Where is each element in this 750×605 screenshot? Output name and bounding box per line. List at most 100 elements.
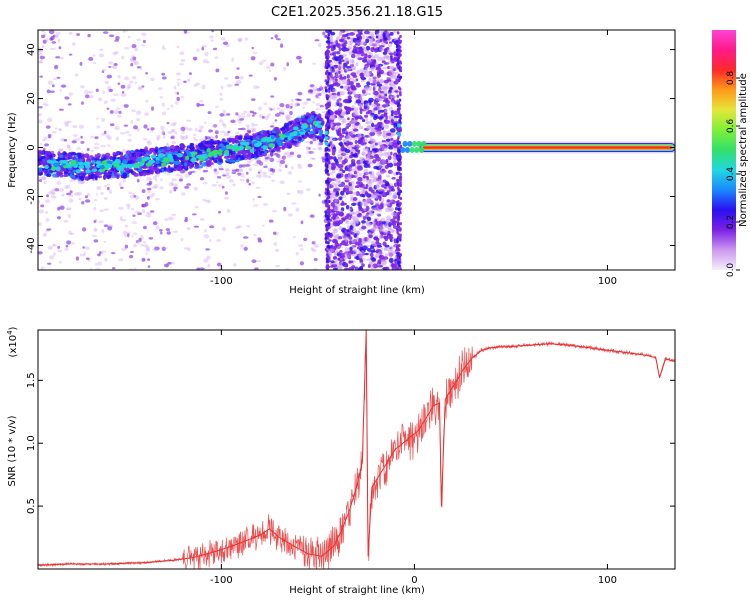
spectrogram-speckle	[163, 263, 169, 268]
spectrogram-noise-column	[388, 257, 394, 263]
spectrogram-speckle	[221, 226, 227, 232]
spectrogram-speckle	[42, 232, 48, 237]
spectrogram-noise-column	[378, 196, 382, 202]
spectrogram-ridge-band	[113, 172, 118, 177]
spectrogram-noise-column	[329, 136, 334, 139]
spectrogram-speckle	[254, 267, 259, 270]
spectrogram-speckle	[168, 189, 173, 194]
spectrogram-speckle	[145, 213, 152, 218]
spectrogram-ridge-band	[256, 148, 261, 153]
spectrogram-noise-column	[362, 68, 368, 73]
spectrogram-speckle	[93, 227, 97, 232]
spectrogram-ridge-peak	[46, 159, 52, 164]
spectrogram-speckle	[58, 108, 64, 111]
spectrogram-speckle	[204, 135, 208, 141]
spectrogram-column-edge	[327, 232, 331, 236]
spectrogram-speckle	[279, 111, 282, 115]
spectrogram-noise-column	[391, 229, 397, 233]
spectrogram-speckle	[106, 107, 110, 110]
spectrogram-speckle	[74, 73, 79, 77]
spectrogram-speckle	[202, 182, 208, 185]
spectrogram-speckle	[94, 267, 101, 270]
snr-y-multiplier-base: (x10	[8, 335, 19, 358]
spectrogram-speckle	[256, 85, 260, 89]
spectrogram-speckle	[101, 132, 105, 136]
spectrogram-speckle	[237, 127, 242, 131]
spectrogram-ridge-band	[312, 133, 316, 137]
spectrogram-noise-column	[366, 81, 371, 86]
spectrogram-speckle	[41, 45, 45, 49]
spectrogram-speckle	[252, 112, 257, 115]
spectrogram-noise-column	[361, 89, 366, 94]
spectrogram-ridge-peak	[95, 160, 102, 165]
spectrogram-noise-column	[361, 222, 365, 227]
spectrogram-noise-column	[378, 116, 384, 119]
spectrogram-speckle	[130, 208, 135, 211]
spectrogram-speckle	[244, 37, 249, 41]
spectrogram-noise-column	[356, 230, 361, 236]
spectrogram-column-edge	[327, 46, 330, 50]
spectrogram-noise-column	[349, 246, 353, 251]
spectrogram-ridge-band	[223, 155, 230, 159]
spectrogram-speckle	[59, 188, 64, 192]
spectrogram-ridge-peak	[307, 118, 313, 123]
spectrogram-speckle	[170, 104, 174, 108]
spectrogram-speckle	[221, 185, 225, 189]
spectrogram-column-edge	[399, 60, 402, 64]
spectrogram-speckle	[97, 97, 103, 102]
spectrogram-speckle	[171, 129, 175, 133]
spectrogram-speckle	[215, 134, 218, 139]
spectrogram-ridge-band	[214, 140, 218, 143]
spectrogram-speckle	[270, 95, 275, 98]
spectrogram-noise-column	[350, 215, 355, 220]
spectrogram-speckle	[131, 44, 137, 49]
spectrogram-speckle	[267, 175, 272, 179]
spectrogram-ridge-peak	[299, 131, 305, 136]
spectrogram-speckle	[143, 244, 149, 248]
spectrogram-column-edge	[325, 224, 328, 228]
spectrogram-noise-column	[348, 266, 355, 270]
spectrogram-ridge-peak	[75, 169, 82, 174]
spectrogram-speckle	[146, 182, 152, 186]
spectrogram-speckle	[193, 136, 197, 140]
spectrogram-speckle	[240, 127, 246, 131]
spectrogram-noise-column	[365, 183, 369, 189]
spectrogram-noise-column	[383, 247, 387, 250]
spectrogram-noise-column	[382, 129, 386, 134]
spectrogram-column-edge	[325, 106, 329, 110]
spectrogram-ridge-band	[142, 165, 147, 170]
spectrogram-noise-column	[387, 43, 392, 47]
spectrogram-speckle	[196, 102, 200, 107]
spectrogram-ridge-peak	[101, 160, 107, 166]
spectrogram-speckle	[141, 189, 146, 194]
spectrogram-noise-column	[344, 215, 349, 220]
spectrogram-speckle	[193, 225, 200, 228]
spectrogram-noise-column	[357, 150, 360, 155]
spectrogram-speckle	[251, 129, 255, 133]
spectrogram-ridge-band	[177, 150, 181, 154]
spectrogram-speckle	[226, 208, 231, 213]
spectrogram-noise-column	[334, 78, 338, 82]
spectrogram-speckle	[237, 119, 242, 124]
spectrogram-noise-column	[367, 51, 372, 54]
spectrogram-noise-column	[385, 174, 391, 178]
spectrogram-ridge-band	[195, 144, 200, 150]
spectrogram-speckle	[212, 124, 218, 128]
spectrogram-speckle	[56, 76, 61, 79]
spectrogram-speckle	[258, 173, 263, 179]
spectrogram-column-edge	[326, 236, 330, 240]
spectrogram-speckle	[51, 194, 56, 199]
spectrogram-ridge-band	[209, 162, 214, 165]
spectrogram-noise-column	[358, 125, 364, 130]
spectrogram-noise-column	[371, 242, 377, 247]
spectrogram-speckle	[313, 258, 318, 261]
spectrogram-speckle	[124, 76, 130, 81]
spectrogram-speckle	[151, 185, 158, 189]
spectrogram-noise-column	[352, 191, 358, 195]
colorbar-tick-label: 0.8	[726, 71, 736, 86]
spectrogram-speckle	[293, 102, 299, 107]
spectrogram-speckle	[258, 61, 264, 66]
spectrogram-noise-column	[344, 149, 351, 154]
spectrogram-noise-column	[363, 163, 369, 169]
spectrogram-speckle	[314, 244, 320, 248]
